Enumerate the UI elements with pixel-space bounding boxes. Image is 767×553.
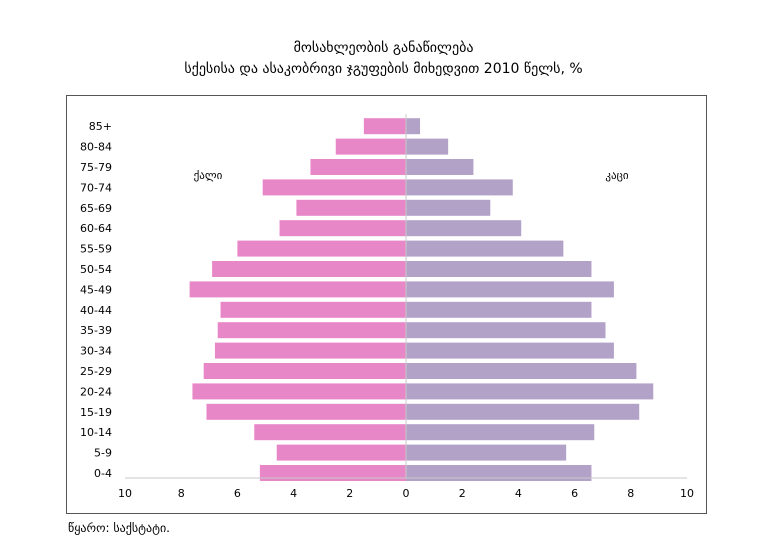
x-tick-label: 8 <box>178 487 185 500</box>
bar-female-55-59 <box>237 240 406 257</box>
y-tick-label: 60-64 <box>80 222 112 235</box>
y-tick-label: 15-19 <box>80 406 112 419</box>
bar-female-50-54 <box>212 261 406 277</box>
x-tick-label: 6 <box>571 487 578 500</box>
bar-male-70-74 <box>406 179 513 196</box>
legend-male: კაცი <box>605 169 628 182</box>
x-tick-label: 10 <box>118 487 132 500</box>
y-tick-label: 80-84 <box>80 141 112 154</box>
bar-female-75-79 <box>310 159 406 175</box>
population-pyramid-chart: 85+80-8475-7970-7465-6960-6455-5950-5445… <box>80 114 694 500</box>
x-tick-label: 4 <box>290 487 297 500</box>
bar-female-40-44 <box>220 301 406 318</box>
y-tick-label: 85+ <box>89 120 112 133</box>
legend-female: ქალი <box>194 169 223 182</box>
bar-male-45-49 <box>406 281 614 298</box>
y-tick-label: 35-39 <box>80 324 112 337</box>
y-tick-label: 30-34 <box>80 345 112 358</box>
x-tick-label: 2 <box>459 487 466 500</box>
y-tick-label: 40-44 <box>80 304 112 317</box>
bar-female-0-4 <box>259 465 406 481</box>
chart-frame: 85+ 80-84 75-79 70-74 65-69 60-64 55-59 50-54 45… <box>66 95 707 514</box>
bar-female-25-29 <box>203 363 406 379</box>
y-tick-label: 45-49 <box>80 283 112 296</box>
y-tick-label: 75-79 <box>80 161 112 174</box>
bar-male-20-24 <box>406 383 654 400</box>
bar-male-50-54 <box>406 261 592 277</box>
bar-male-40-44 <box>406 301 592 318</box>
source-note: წყარო: საქსტატი. <box>68 521 170 535</box>
x-tick-label: 10 <box>680 487 694 500</box>
bar-male-5-9 <box>406 444 567 461</box>
bar-female-5-9 <box>276 444 406 461</box>
chart-title-line1: მოსახლეობის განაწილება <box>293 40 474 56</box>
bar-female-80-84 <box>335 138 406 155</box>
bar-male-0-4 <box>406 465 592 481</box>
bar-male-85+ <box>406 118 421 135</box>
x-tick-label: 8 <box>627 487 634 500</box>
y-tick-label: 10-14 <box>80 426 112 439</box>
bar-female-60-64 <box>279 220 406 237</box>
bar-male-55-59 <box>406 240 564 257</box>
y-tick-label: 65-69 <box>80 202 112 215</box>
bar-female-65-69 <box>296 199 406 216</box>
x-tick-label: 2 <box>346 487 353 500</box>
chart-title-line2: სქესისა და ასაკობრივი ჯგუფების მიხედვით … <box>184 61 583 77</box>
x-tick-label: 6 <box>234 487 241 500</box>
bar-male-30-34 <box>406 342 614 359</box>
y-tick-label: 5-9 <box>94 447 112 460</box>
bar-male-65-69 <box>406 199 491 216</box>
y-tick-label: 70-74 <box>80 181 112 194</box>
bar-female-30-34 <box>214 342 406 359</box>
bar-female-35-39 <box>217 322 406 339</box>
bar-female-70-74 <box>262 179 406 196</box>
bar-female-20-24 <box>192 383 406 400</box>
y-tick-label: 20-24 <box>80 385 112 398</box>
y-tick-label: 25-29 <box>80 365 112 378</box>
x-tick-label: 4 <box>515 487 522 500</box>
y-tick-label: 55-59 <box>80 243 112 256</box>
bar-male-60-64 <box>406 220 522 237</box>
bar-female-15-19 <box>206 403 406 420</box>
bar-female-85+ <box>363 118 406 135</box>
bar-female-10-14 <box>254 424 406 441</box>
bar-male-80-84 <box>406 138 449 155</box>
bar-male-25-29 <box>406 363 637 379</box>
bar-male-15-19 <box>406 403 640 420</box>
x-tick-label: 0 <box>403 487 410 500</box>
bar-female-45-49 <box>189 281 406 298</box>
y-tick-label: 0-4 <box>94 467 112 480</box>
bar-male-10-14 <box>406 424 595 441</box>
bar-male-35-39 <box>406 322 606 339</box>
y-tick-label: 50-54 <box>80 263 112 276</box>
bar-male-75-79 <box>406 159 474 175</box>
